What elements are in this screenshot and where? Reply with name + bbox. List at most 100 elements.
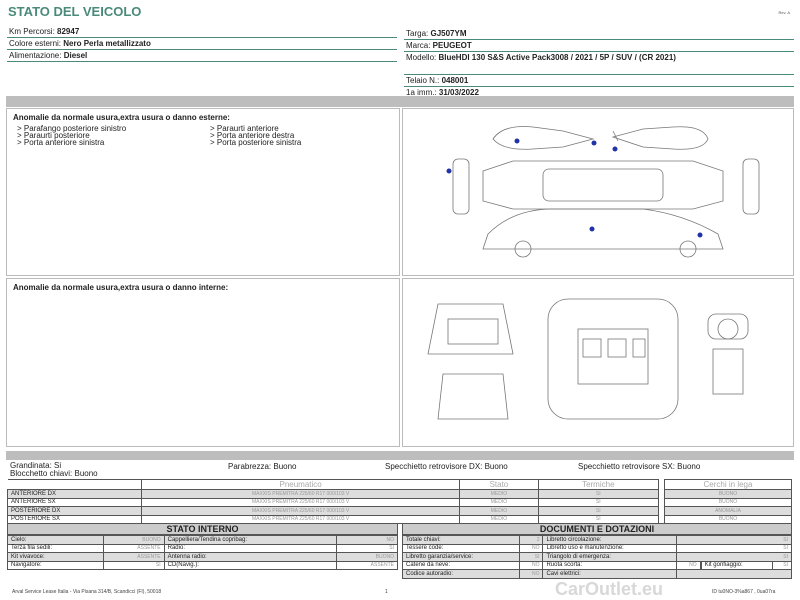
documenti-dotazioni: DOCUMENTI E DOTAZIONI Totale chiavi: 2 Lib…	[401, 523, 792, 579]
grandinata: Grandinata: Si	[10, 461, 62, 470]
field-label: Codice autoradio:	[401, 569, 521, 579]
field-value: NO	[519, 543, 544, 553]
field-label: Libretto uso e manutenzione:	[542, 543, 678, 553]
field-value: NO	[519, 560, 544, 570]
divider-bar	[6, 96, 794, 107]
damage-item: > Porta anteriore destra	[210, 131, 295, 140]
exterior-diagram	[402, 108, 794, 276]
kit-label: Kit gonfiaggio:	[700, 560, 774, 570]
field-value: NO	[519, 569, 544, 579]
marca-row: Marca: PEUGEOT	[404, 40, 794, 52]
field-label: Ruota scorta:	[542, 560, 678, 570]
field-label: Tessere code:	[401, 543, 521, 553]
revision: Rev. A	[778, 10, 791, 15]
field-value: SI	[336, 543, 398, 553]
car-interior-diagram	[427, 298, 749, 420]
table-row: Cielo: BUONO Cappelliera/Tendina copribag:…	[7, 535, 398, 545]
exterior-damage-box: Anomalie da normale usura,extra usura o …	[6, 108, 400, 276]
cerchi-table: Cerchi in lega BUONO BUONO ANOMALIA BUON…	[664, 479, 792, 524]
documenti-title: DOCUMENTI E DOTAZIONI	[402, 523, 792, 535]
field-value	[676, 569, 792, 579]
field-label: Radio:	[163, 543, 338, 553]
footer-address: Arval Service Lease Italia - Via Pisana …	[12, 589, 162, 595]
col-stato: Stato	[459, 479, 539, 490]
table-row: Libretto garanzia/service: SI Triangolo di…	[401, 552, 792, 562]
field-value: SI	[676, 535, 792, 545]
vehicle-info-right: Targa: GJ507YM Marca: PEUGEOT Modello: B…	[404, 28, 794, 99]
col-cerchi: Cerchi in lega	[664, 479, 792, 490]
field-value: SI	[676, 552, 792, 562]
field-label: Kit vivavoce:	[7, 552, 104, 562]
table-row: Terza fila sedili: ASSENTE Radio: SI	[7, 543, 398, 553]
km-row: Km Percorsi: 82947	[7, 26, 397, 38]
car-exterior-diagram	[446, 126, 760, 258]
field-value: BUONO	[102, 535, 165, 545]
field-value: SI	[519, 552, 544, 562]
specchietto-dx: Specchietto retrovisore DX: Buono	[385, 462, 508, 471]
tyres-table: Pneumatico Stato Termiche ANTERIORE DX MAXX…	[7, 479, 660, 524]
watermark-logo: CarOutlet.eu	[555, 579, 664, 599]
field-value: 2	[519, 535, 544, 545]
field-label: Totale chiavi:	[401, 535, 521, 545]
field-label: Catene da neve:	[401, 560, 521, 570]
stato-interno-title: STATO INTERNO	[7, 523, 398, 535]
damage-item: > Porta anteriore sinistra	[17, 138, 105, 147]
field-label: Antenna radio:	[163, 552, 338, 562]
table-row: Kit vivavoce: ASSENTE Antenna radio: BUONO	[7, 552, 398, 562]
page-number: 1	[385, 589, 388, 595]
table-row: ANTERIORE SX MAXXIS PREMITRA 225/60 R17 0…	[7, 497, 660, 507]
document-id: ID tu0NO-3%a867 , 0ua07ra	[712, 589, 776, 595]
vehicle-info-left: Km Percorsi: 82947 Colore esterni: Nero …	[7, 26, 397, 62]
blocchetto-chiavi: Blocchetto chiavi: Buono	[10, 469, 98, 478]
alimentazione-row: Alimentazione: Diesel	[7, 50, 397, 62]
col-termiche: Termiche	[537, 479, 660, 490]
field-label: Triangolo di emergenza:	[542, 552, 678, 562]
divider-bar	[6, 451, 794, 460]
field-label: Cavi elettrici:	[542, 569, 678, 579]
table-row: Catene da neve: NO Ruota scorta: NO Kit gonf…	[401, 560, 792, 570]
field-value: ASSENTE	[102, 552, 165, 562]
interior-diagram	[402, 278, 794, 447]
field-label: Cielo:	[7, 535, 104, 545]
field-value: NO	[336, 535, 398, 545]
exterior-title: Anomalie da normale usura,extra usura o …	[13, 113, 230, 122]
table-row: Totale chiavi: 2 Libretto circolazione: SI	[401, 535, 792, 545]
damage-item: > Paraurti posteriore	[17, 131, 90, 140]
field-label: Cappelliera/Tendina copribag:	[163, 535, 338, 545]
summary-left: Grandinata: Si Blocchetto chiavi: Buono	[10, 462, 98, 478]
field-value: ASSENTE	[336, 560, 398, 570]
cerchi-value: BUONO	[664, 497, 792, 507]
damage-item: > Parafango posteriore sinistro	[17, 124, 127, 133]
kit-value: SI	[772, 560, 792, 570]
modello-row: Modello: BlueHDI 130 S&S Active Pack3008…	[404, 52, 794, 75]
colore-row: Colore esterni: Nero Perla metallizzato	[7, 38, 397, 50]
interior-damage-box: Anomalie da normale usura,extra usura o …	[6, 278, 400, 447]
table-row: Navigatore: SI CD(Navig.): ASSENTE	[7, 560, 398, 570]
cerchi-value: BUONO	[664, 489, 792, 499]
damage-item: > Paraurti anteriore	[210, 124, 279, 133]
cerchi-value: ANOMALIA	[664, 506, 792, 516]
field-label: Libretto circolazione:	[542, 535, 678, 545]
targa-row: Targa: GJ507YM	[404, 28, 794, 40]
field-value: NO	[676, 560, 702, 570]
field-label: Libretto garanzia/service:	[401, 552, 521, 562]
telaio-row: Telaio N.: 048001	[404, 75, 794, 87]
table-row: Tessere code: NO Libretto uso e manutenzio…	[401, 543, 792, 553]
specchietto-sx: Specchietto retrovisore SX: Buono	[578, 462, 701, 471]
table-row: Codice autoradio: NO Cavi elettrici:	[401, 569, 792, 579]
table-row: POSTERIORE DX MAXXIS PREMITRA 225/60 R17 …	[7, 506, 660, 516]
field-value: BUONO	[336, 552, 398, 562]
stato-interno: STATO INTERNO Cielo: BUONO Cappelliera/Ten…	[7, 523, 398, 570]
field-label: Navigatore:	[7, 560, 104, 570]
field-value: SI	[676, 543, 792, 553]
damage-item: > Porta posteriore sinistra	[210, 138, 302, 147]
col-pneumatico: Pneumatico	[140, 479, 461, 490]
field-value: SI	[102, 560, 165, 570]
field-label: CD(Navig.):	[163, 560, 338, 570]
table-row: ANTERIORE DX MAXXIS PREMITRA 225/60 R17 0…	[7, 489, 660, 499]
parabrezza: Parabrezza: Buono	[228, 462, 297, 471]
interior-title: Anomalie da normale usura,extra usura o …	[13, 283, 229, 292]
page-title: STATO DEL VEICOLO	[8, 4, 142, 19]
field-value: ASSENTE	[102, 543, 165, 553]
field-label: Terza fila sedili:	[7, 543, 104, 553]
